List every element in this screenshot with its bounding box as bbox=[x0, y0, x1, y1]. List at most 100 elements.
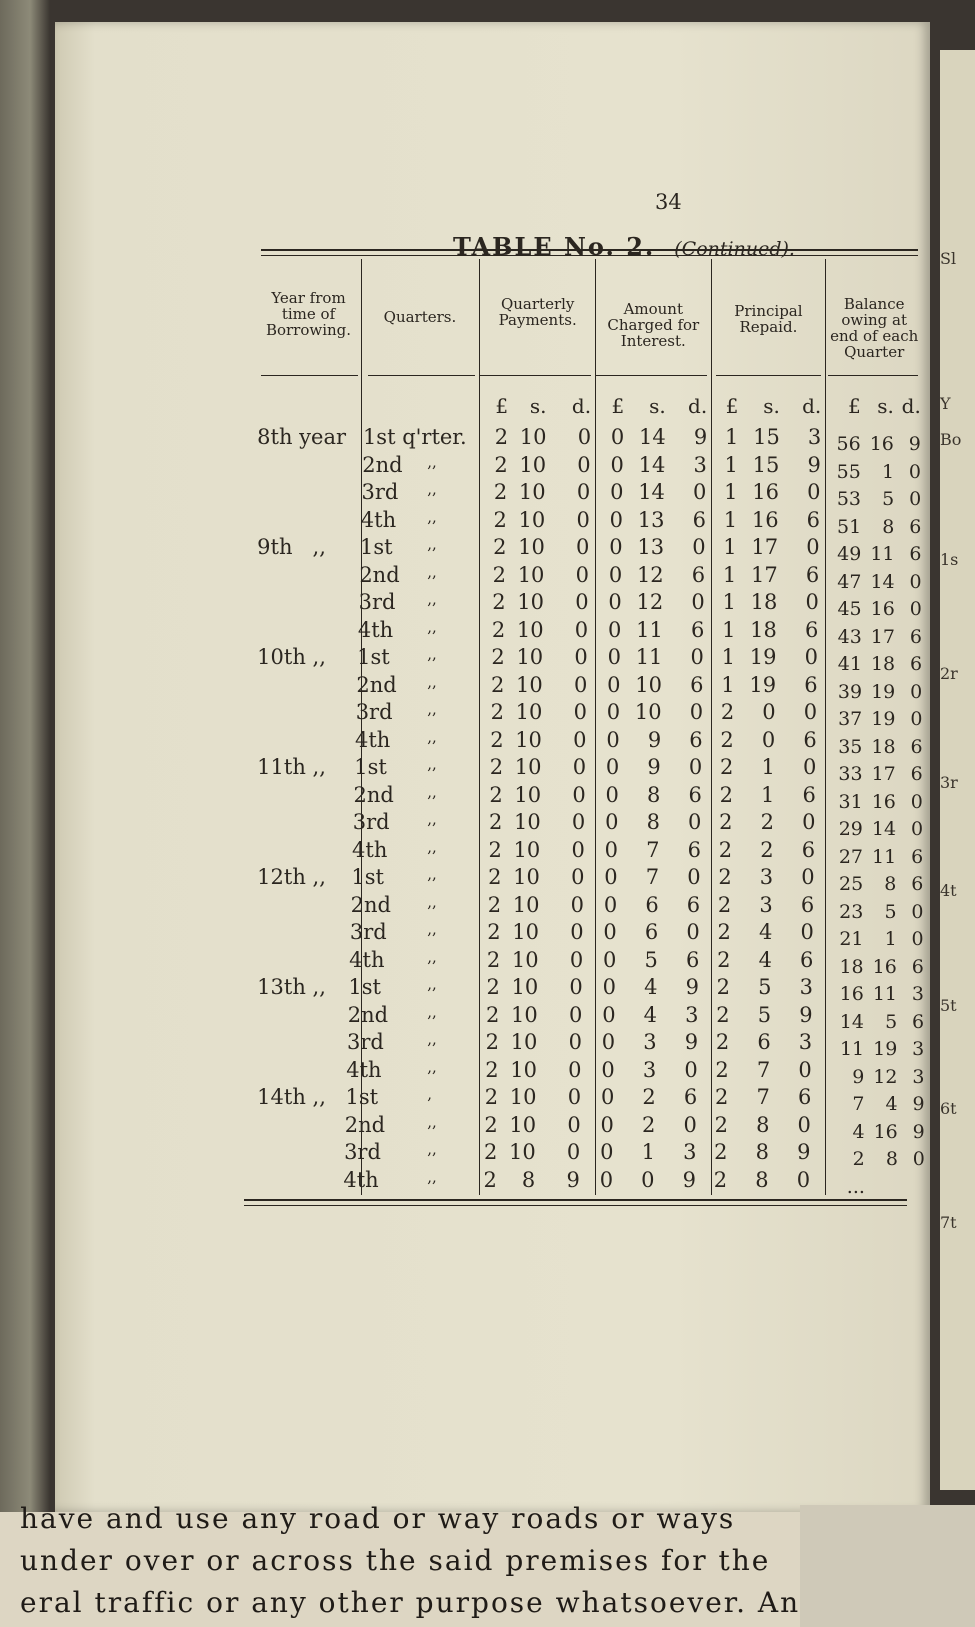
value-p: 2 bbox=[493, 507, 507, 532]
value-i: 0 bbox=[601, 1030, 616, 1055]
value-p: 0 bbox=[566, 1140, 581, 1165]
value-r: 7 bbox=[756, 1085, 770, 1110]
value-r: 6 bbox=[800, 892, 815, 917]
value-p: 2 bbox=[483, 1167, 497, 1192]
value-b: 1 bbox=[881, 460, 895, 483]
value-b: 56 bbox=[836, 433, 861, 456]
value-b: 45 bbox=[837, 598, 862, 621]
quarter-label: 1st bbox=[354, 755, 387, 780]
text-line: have and use any road or way roads or wa… bbox=[20, 1502, 736, 1535]
value-i: 0 bbox=[603, 920, 617, 945]
ditto-mark: ,, bbox=[427, 507, 437, 526]
value-b: 5 bbox=[882, 488, 895, 511]
quarter-label: 1st bbox=[351, 865, 384, 890]
value-b: 0 bbox=[910, 708, 923, 731]
ditto-mark: ,, bbox=[427, 1057, 437, 1076]
value-r: 2 bbox=[714, 1112, 728, 1137]
ditto-mark: ,, bbox=[427, 480, 437, 499]
value-b: 4 bbox=[852, 1120, 865, 1143]
value-b: ... bbox=[846, 1175, 865, 1198]
value-r: 6 bbox=[805, 562, 820, 587]
value-p: 0 bbox=[568, 1030, 582, 1055]
value-r: 6 bbox=[800, 947, 814, 972]
value-b: 6 bbox=[912, 1010, 925, 1033]
value-p: 2 bbox=[489, 782, 503, 807]
header-underline bbox=[827, 375, 918, 377]
value-r: 3 bbox=[799, 975, 813, 1000]
ditto-mark: ,, bbox=[427, 865, 437, 884]
value-b: 0 bbox=[911, 928, 924, 951]
book-page: 34 TABLE No. 2.—(Continued). Year from t… bbox=[55, 22, 930, 1512]
value-r: 1 bbox=[722, 590, 736, 615]
value-r: 16 bbox=[752, 480, 779, 505]
value-p: 10 bbox=[515, 727, 542, 752]
value-i: 0 bbox=[603, 947, 617, 972]
value-b: 19 bbox=[871, 680, 896, 703]
value-b: 18 bbox=[870, 653, 896, 676]
value-r: 19 bbox=[749, 645, 777, 670]
ditto-mark: ,, bbox=[427, 755, 437, 774]
value-b: 11 bbox=[872, 845, 897, 868]
header-underline bbox=[596, 375, 708, 377]
value-i: 0 bbox=[686, 920, 700, 945]
value-p: 10 bbox=[519, 452, 547, 477]
value-b: 8 bbox=[884, 873, 897, 896]
value-p: 0 bbox=[572, 755, 587, 780]
value-p: 10 bbox=[511, 1002, 538, 1027]
value-r: 1 bbox=[722, 562, 737, 587]
value-r: 18 bbox=[750, 590, 778, 615]
value-i: 0 bbox=[607, 672, 621, 697]
value-r: 6 bbox=[806, 507, 821, 532]
value-r: 2 bbox=[713, 1167, 728, 1192]
page-number: 34 bbox=[655, 190, 682, 214]
ditto-mark: ,, bbox=[427, 590, 437, 609]
value-p: 10 bbox=[508, 1140, 536, 1165]
value-i: 3 bbox=[693, 452, 707, 477]
value-b: 23 bbox=[839, 900, 864, 923]
page-fragment: Bo bbox=[940, 430, 962, 450]
value-i: 9 bbox=[685, 975, 699, 1000]
value-b: 35 bbox=[838, 735, 863, 758]
value-i: 0 bbox=[606, 727, 620, 752]
value-r: 18 bbox=[750, 617, 777, 642]
value-r: 1 bbox=[722, 617, 736, 642]
value-b: 9 bbox=[852, 1065, 865, 1088]
page-fragment: 3r bbox=[940, 772, 958, 792]
value-b: 6 bbox=[910, 735, 923, 758]
value-p: 10 bbox=[510, 1057, 537, 1082]
ditto-mark: ,, bbox=[427, 892, 437, 911]
value-i: 0 bbox=[605, 782, 619, 807]
value-i: 7 bbox=[645, 865, 660, 890]
value-r: 2 bbox=[719, 755, 734, 780]
ditto-mark: ,, bbox=[427, 1002, 437, 1021]
facing-page-text: have and use any road or way roads or wa… bbox=[0, 1502, 818, 1627]
value-i: 0 bbox=[610, 480, 624, 505]
value-i: 3 bbox=[685, 1002, 699, 1027]
value-p: 0 bbox=[573, 727, 587, 752]
value-b: 16 bbox=[873, 1120, 898, 1143]
value-r: 2 bbox=[719, 810, 733, 835]
ditto-mark: ,, bbox=[427, 617, 437, 636]
quarter-label: 3rd bbox=[346, 1030, 384, 1055]
value-r: 19 bbox=[749, 672, 777, 697]
value-p: 10 bbox=[517, 590, 544, 615]
value-r: 0 bbox=[762, 700, 776, 725]
value-b: 14 bbox=[871, 818, 897, 841]
value-i: 0 bbox=[600, 1085, 615, 1110]
value-b: 51 bbox=[836, 515, 862, 538]
value-p: 2 bbox=[494, 425, 509, 450]
value-b: 16 bbox=[870, 598, 895, 621]
value-i: 0 bbox=[683, 1112, 697, 1137]
value-p: 2 bbox=[493, 535, 507, 560]
value-b: 16 bbox=[839, 983, 864, 1006]
page-fragment: 6t bbox=[940, 1099, 957, 1119]
page-fragment: 5t bbox=[940, 995, 957, 1015]
value-b: 0 bbox=[910, 790, 923, 813]
quarter-label: 2nd bbox=[350, 892, 391, 917]
value-i: 14 bbox=[638, 452, 666, 477]
value-b: 11 bbox=[870, 543, 895, 566]
page-fragment: 4t bbox=[940, 881, 957, 901]
value-r: 6 bbox=[797, 1085, 812, 1110]
value-b: 9 bbox=[908, 433, 921, 456]
value-r: 1 bbox=[721, 672, 735, 697]
